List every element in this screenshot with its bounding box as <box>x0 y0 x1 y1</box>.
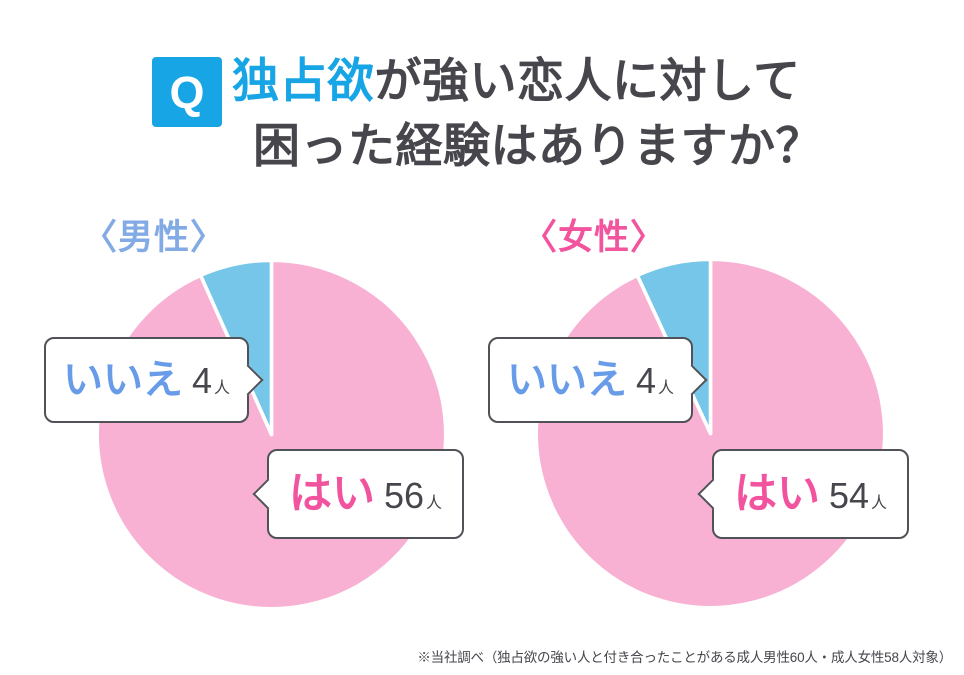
male-no-count: 4 <box>191 360 212 401</box>
male-no-callout: いいえ 4 人 <box>44 337 264 423</box>
page-title-line1: 独占欲が強い恋人に対して <box>232 48 823 113</box>
female-yes-unit: 人 <box>871 494 888 512</box>
male-yes-unit: 人 <box>426 494 443 512</box>
page-title: 独占欲が強い恋人に対して 困った経験はありますか？ <box>232 48 823 178</box>
page-title-line1-rest: が強い恋人に対して <box>374 54 801 107</box>
male-no-label: いいえ <box>62 358 183 402</box>
male-yes-callout: はい 56 人 <box>252 449 464 539</box>
female-yes-label: はい <box>733 469 820 518</box>
female-chart-label: 〈女性〉 <box>522 218 667 257</box>
page-title-line2: 困った経験はありますか？ <box>253 119 823 172</box>
female-no-label: いいえ <box>506 358 627 402</box>
page-title-highlight: 独占欲 <box>232 54 375 107</box>
question-badge: Q <box>152 57 222 127</box>
male-yes-count: 56 <box>383 474 425 516</box>
male-yes-label: はい <box>288 469 375 518</box>
male-chart-label: 〈男性〉 <box>82 218 227 257</box>
male-no-unit: 人 <box>214 380 231 397</box>
survey-footnote: ※当社調べ（独占欲の強い人と付き合ったことがある成人男性60人・成人女性58人対… <box>417 650 952 665</box>
female-no-count: 4 <box>635 360 656 401</box>
female-no-callout: いいえ 4 人 <box>488 337 708 423</box>
female-yes-count: 54 <box>828 474 870 516</box>
female-no-unit: 人 <box>658 380 675 397</box>
question-badge-letter: Q <box>169 66 205 118</box>
male-pie-chart <box>95 258 448 611</box>
female-pie-chart <box>534 257 887 610</box>
female-yes-callout: はい 54 人 <box>697 449 909 539</box>
